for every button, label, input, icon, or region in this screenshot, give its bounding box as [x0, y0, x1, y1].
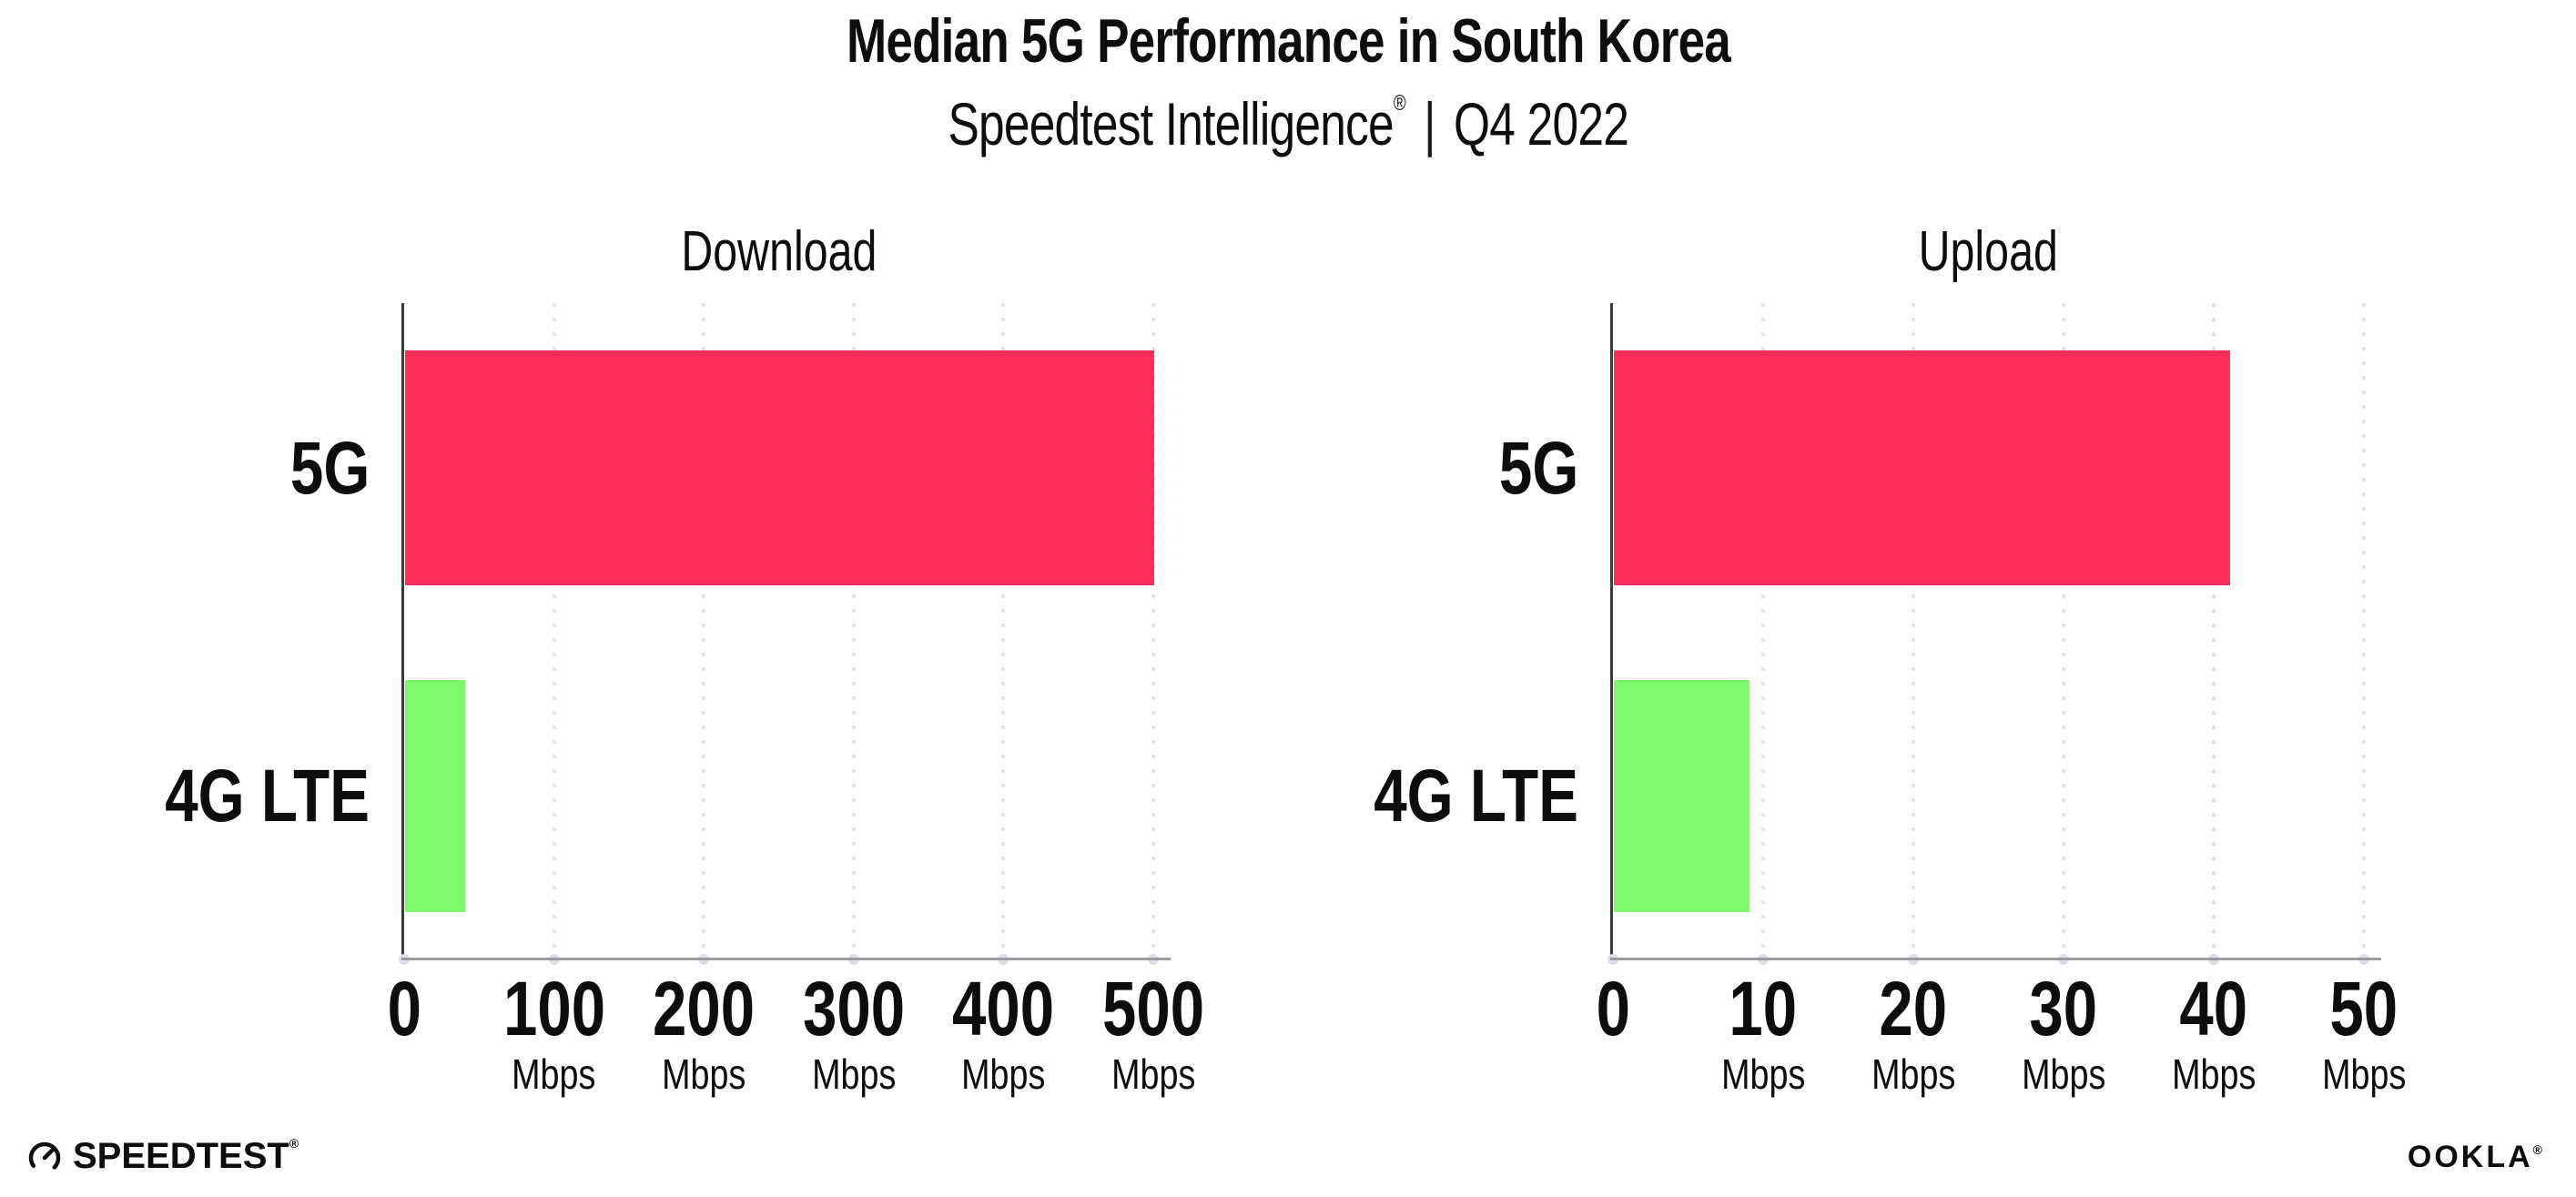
gridline-10 [1761, 303, 1765, 958]
download-chart-title: Download [680, 220, 877, 283]
tick-label-300: 300 Mbps [735, 966, 972, 1098]
upload-chart-plot: Upload 0 10 Mbps 20 Mbps 30 Mbps 40 Mbps 50 Mbps 5G… [1374, 220, 2406, 1098]
gridline-40 [2212, 303, 2216, 958]
subtitle-separator: | [1423, 90, 1435, 157]
gridline-300 [851, 303, 856, 958]
tick-label-30: 30 Mbps [1945, 966, 2182, 1098]
tick-unit: Mbps [2321, 1050, 2407, 1098]
tick-label-100: 100 Mbps [436, 966, 673, 1098]
speedtest-registered-mark: ® [289, 1136, 299, 1151]
page-subtitle-text: Speedtest Intelligence® | Q4 2022 [948, 89, 1628, 158]
subtitle-brand: Speedtest Intelligence [948, 90, 1394, 157]
tick-number: 100 [502, 966, 605, 1051]
tick-unit: Mbps [2171, 1050, 2257, 1098]
tick-label-0: 0 [286, 966, 522, 1051]
tick-label-500: 500 Mbps [1035, 966, 1272, 1098]
tick-label-400: 400 Mbps [885, 966, 1121, 1098]
tick-unit: Mbps [961, 1050, 1046, 1098]
gridline-200 [702, 303, 706, 958]
x-axis-line [401, 958, 1171, 960]
tick-number: 30 [2029, 966, 2098, 1051]
category-label-5g: 5G [1498, 427, 1578, 510]
tick-number: 200 [653, 966, 756, 1051]
gridline-500 [1151, 303, 1155, 958]
y-axis-line [401, 303, 404, 960]
page-title: Median 5G Performance in South Korea [0, 5, 2576, 76]
speedtest-logo: SPEEDTEST® [25, 1136, 299, 1177]
category-label-4g-lte: 4G LTE [1374, 755, 1578, 837]
tick-unit: Mbps [2021, 1050, 2106, 1098]
gridline-30 [2062, 303, 2065, 958]
bar-4g-lte [405, 680, 465, 912]
tick-unit: Mbps [1720, 1050, 1806, 1098]
category-label-4g-lte: 4G LTE [165, 755, 370, 837]
tick-label-50: 50 Mbps [2246, 966, 2482, 1098]
bar-5g [405, 350, 1154, 585]
tick-unit: Mbps [1111, 1050, 1196, 1098]
tick-label-0: 0 [1495, 966, 1731, 1051]
tick-number: 0 [1596, 966, 1630, 1051]
speedtest-logo-text: SPEEDTEST® [73, 1136, 299, 1176]
tick-label-200: 200 Mbps [585, 966, 822, 1098]
tick-number: 40 [2179, 966, 2248, 1051]
upload-chart-title: Upload [1918, 220, 2059, 283]
tick-label-20: 20 Mbps [1795, 966, 2032, 1098]
tick-number: 0 [387, 966, 421, 1051]
tick-label-10: 10 Mbps [1645, 966, 1881, 1098]
tick-number: 10 [1729, 966, 1798, 1051]
gridline-50 [2362, 303, 2366, 958]
page-title-text: Median 5G Performance in South Korea [846, 6, 1730, 76]
download-chart-plot: Download 0 100 Mbps 200 Mbps 300 Mbps 400 Mbps 50… [165, 220, 1204, 1098]
tick-unit: Mbps [512, 1050, 596, 1098]
tick-number: 500 [1101, 966, 1205, 1051]
category-label-5g: 5G [289, 427, 370, 510]
tick-label-40: 40 Mbps [2095, 966, 2332, 1098]
y-axis-line [1610, 303, 1613, 960]
tick-unit: Mbps [662, 1050, 746, 1098]
tick-unit: Mbps [811, 1050, 896, 1098]
tick-unit: Mbps [1871, 1050, 1956, 1098]
tick-number: 20 [1879, 966, 1948, 1051]
ookla-logo: OOKLA® [2408, 1140, 2545, 1175]
gridline-400 [1001, 303, 1006, 958]
ookla-logo-text: OOKLA [2407, 1140, 2533, 1174]
bar-5g [1614, 350, 2230, 585]
ookla-registered-mark: ® [2532, 1142, 2545, 1157]
gridline-100 [552, 303, 556, 958]
tick-number: 300 [802, 966, 905, 1051]
gridline-20 [1912, 303, 1915, 958]
x-axis-line [1610, 958, 2381, 960]
page-subtitle: Speedtest Intelligence® | Q4 2022 [0, 89, 2576, 158]
registered-mark: ® [1393, 91, 1406, 116]
subtitle-period: Q4 2022 [1453, 90, 1629, 157]
bar-4g-lte [1614, 680, 1749, 912]
speedtest-gauge-icon [28, 1141, 61, 1173]
tick-number: 50 [2329, 966, 2399, 1051]
tick-number: 400 [952, 966, 1055, 1051]
